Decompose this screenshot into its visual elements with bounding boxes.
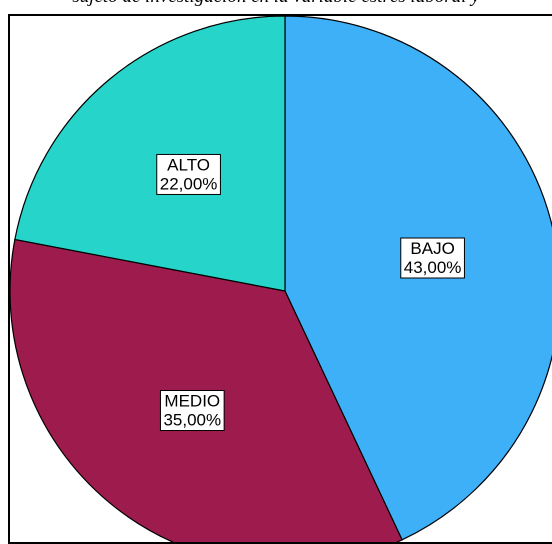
label-box [400, 237, 465, 279]
slice-percent: 43,00% [404, 258, 462, 277]
slice-percent: 22,00% [160, 174, 218, 193]
slice-percent: 35,00% [163, 411, 221, 430]
slice-category: BAJO [410, 239, 454, 258]
label-box [156, 153, 221, 195]
slice-category: ALTO [167, 155, 210, 174]
pie-slice-alto [14, 16, 286, 292]
chart-frame: BAJO 43,00% MEDIO 35,00% ALTO 22,00% [8, 14, 552, 544]
label-box [159, 390, 225, 432]
slice-category: MEDIO [164, 392, 220, 411]
figure-caption: sujeto de investigación en la variable e… [0, 0, 552, 8]
